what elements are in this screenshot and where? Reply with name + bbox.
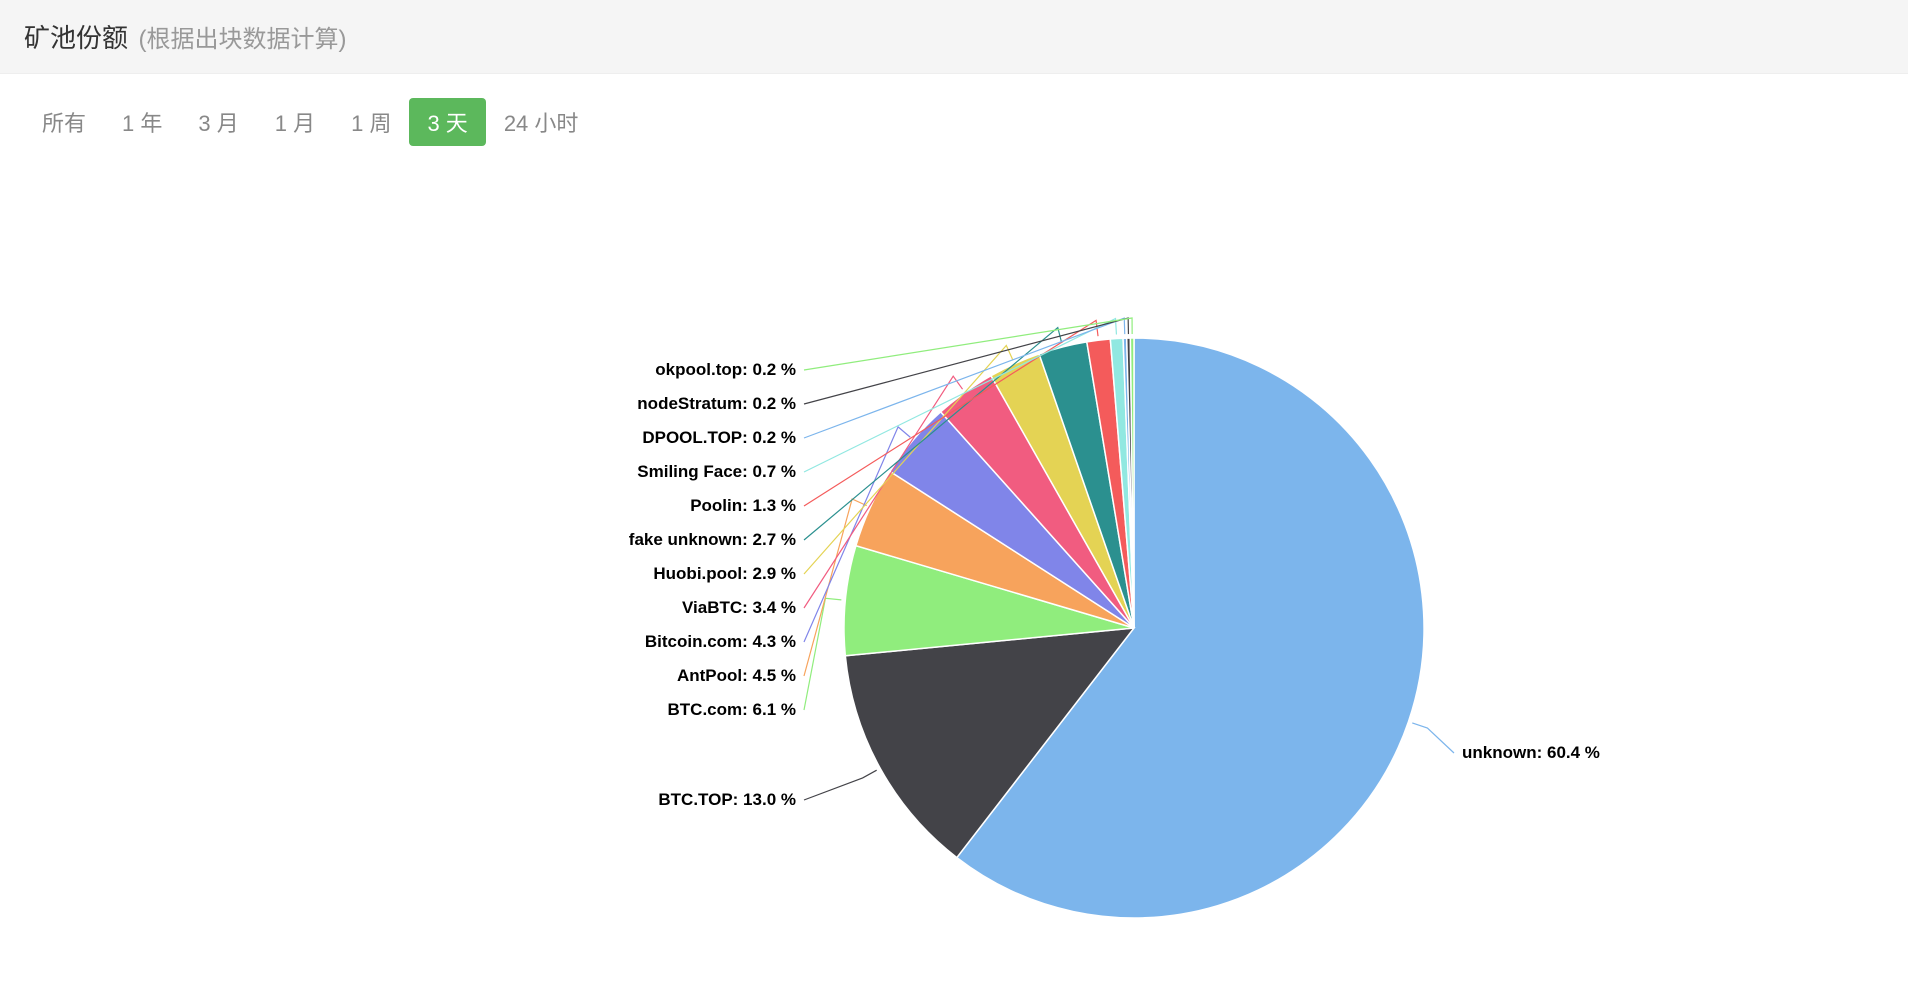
slice-label-AntPool: AntPool: 4.5 %	[677, 666, 796, 686]
slice-label-fake unknown: fake unknown: 2.7 %	[629, 530, 796, 550]
tab-6[interactable]: 24 小时	[486, 98, 597, 146]
tab-2[interactable]: 3 月	[180, 98, 256, 146]
tab-1[interactable]: 1 年	[104, 98, 180, 146]
leader-line-unknown	[1412, 723, 1454, 753]
page-title: 矿池份额	[24, 23, 128, 53]
slice-label-Poolin: Poolin: 1.3 %	[690, 496, 796, 516]
slice-label-DPOOL.TOP: DPOOL.TOP: 0.2 %	[642, 428, 796, 448]
time-range-tabs: 所有1 年3 月1 月1 周3 天24 小时	[0, 74, 1908, 158]
slice-label-BTC.com: BTC.com: 6.1 %	[668, 700, 796, 720]
pie-chart-area: unknown: 60.4 % BTC.TOP: 13.0 % BTC.com: 6…	[204, 158, 1704, 978]
tab-4[interactable]: 1 周	[333, 98, 409, 146]
slice-label-Huobi.pool: Huobi.pool: 2.9 %	[653, 564, 796, 584]
leader-line-BTC.TOP	[804, 770, 877, 800]
tab-0[interactable]: 所有	[24, 98, 104, 146]
slice-label-Bitcoin.com: Bitcoin.com: 4.3 %	[645, 632, 796, 652]
tab-3[interactable]: 1 月	[257, 98, 333, 146]
pie-chart-svg	[204, 158, 1704, 978]
slice-label-unknown: unknown: 60.4 %	[1462, 743, 1600, 763]
tab-5[interactable]: 3 天	[409, 98, 485, 146]
page-header: 矿池份额 (根据出块数据计算)	[0, 0, 1908, 74]
slice-label-okpool.top: okpool.top: 0.2 %	[655, 360, 796, 380]
slice-label-ViaBTC: ViaBTC: 3.4 %	[682, 598, 796, 618]
slice-label-BTC.TOP: BTC.TOP: 13.0 %	[658, 790, 796, 810]
slice-label-Smiling Face: Smiling Face: 0.7 %	[637, 462, 796, 482]
slice-label-nodeStratum: nodeStratum: 0.2 %	[637, 394, 796, 414]
page-subtitle: (根据出块数据计算)	[138, 26, 346, 53]
